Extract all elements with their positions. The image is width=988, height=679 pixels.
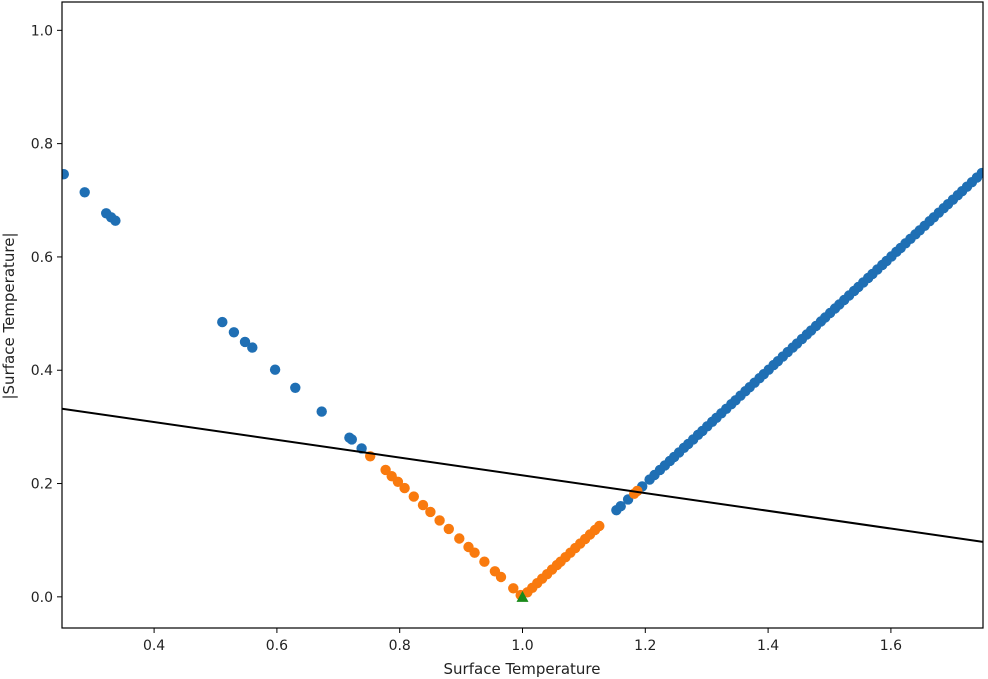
marks-layer xyxy=(62,167,983,602)
scatter-point-inside-4 xyxy=(399,482,410,494)
axes-layer: 0.4 0.6 0.8 1.0 1.2 1.4 1.6 0.0 0.2 0.4 0.6 0.8 1.0 xyxy=(31,1,984,654)
x-tick-label-1: 0.6 xyxy=(266,638,288,654)
scatter-point-outside-13 xyxy=(346,434,357,445)
x-tick-label-2: 0.8 xyxy=(389,638,411,654)
scatter-point-outside-5 xyxy=(217,316,228,328)
scatter-point-outside-7 xyxy=(239,336,251,348)
x-tick-label-4: 1.2 xyxy=(634,638,656,654)
scatter-point-outside-16 xyxy=(615,501,626,512)
series-outside xyxy=(62,167,983,516)
scatter-point-inside-3 xyxy=(392,476,404,487)
scatter-point-inside-9 xyxy=(443,523,454,535)
scatter-point-outside-4 xyxy=(110,215,121,226)
scatter-point-inside-6 xyxy=(417,499,429,511)
scatter-point-inside-8 xyxy=(434,515,445,526)
scatter-point-outside-8 xyxy=(247,342,258,353)
y-tick-label-3: 0.6 xyxy=(31,250,53,266)
x-tick-label-5: 1.4 xyxy=(757,638,779,654)
x-tick-label-0: 0.4 xyxy=(143,638,165,654)
scatter-point-inside-16 xyxy=(508,583,519,594)
scatter-point-inside-10 xyxy=(454,533,465,544)
scatter-point-outside-9 xyxy=(269,364,281,375)
y-tick-label-1: 0.2 xyxy=(31,477,53,493)
scatter-point-outside-89 xyxy=(976,167,983,179)
scatter-point-outside-6 xyxy=(228,327,240,338)
scatter-point-outside-0 xyxy=(62,169,69,180)
x-tick-label-6: 1.6 xyxy=(880,638,902,654)
y-tick-label-0: 0.0 xyxy=(31,590,53,606)
scatter-point-outside-11 xyxy=(316,406,327,417)
scatter-point-inside-35 xyxy=(632,485,643,497)
reference-line xyxy=(62,407,983,543)
y-tick-label-5: 1.0 xyxy=(31,23,53,39)
scatter-point-inside-13 xyxy=(479,556,490,567)
scatter-point-outside-1 xyxy=(79,187,90,198)
x-tick-label-3: 1.0 xyxy=(511,638,533,654)
scatter-point-inside-33 xyxy=(594,520,605,532)
scatter-point-outside-10 xyxy=(290,382,301,393)
scatter-point-inside-12 xyxy=(469,547,480,558)
y-tick-label-2: 0.4 xyxy=(31,363,53,379)
x-axis-label: Surface Temperature xyxy=(444,660,601,678)
y-axis-label: |Surface Temperature| xyxy=(0,232,18,399)
triangle-marker xyxy=(516,590,529,602)
scatter-point-inside-15 xyxy=(495,571,507,583)
scatter-point-inside-5 xyxy=(408,491,419,502)
plot-frame xyxy=(61,1,984,629)
scatter-point-inside-7 xyxy=(425,506,436,518)
y-tick-label-4: 0.8 xyxy=(31,137,53,153)
